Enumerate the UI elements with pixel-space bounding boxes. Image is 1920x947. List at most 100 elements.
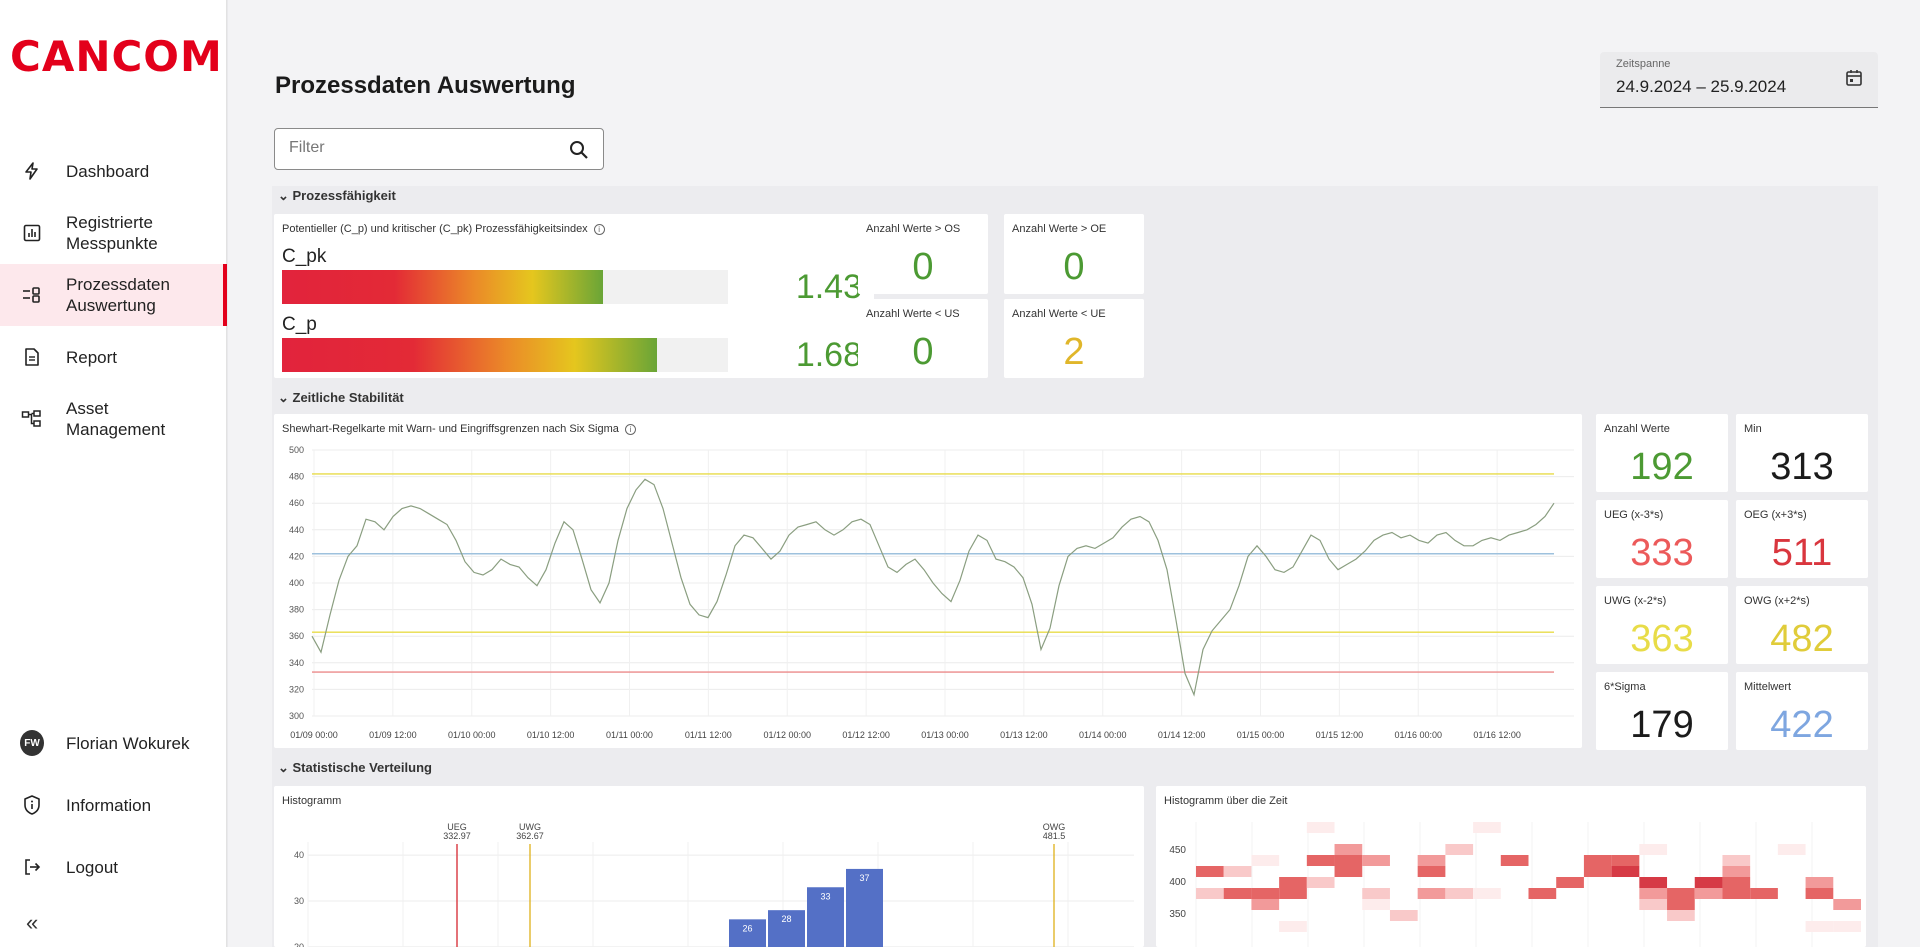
heatmap-cell: [1639, 877, 1668, 888]
stat-card-uwg-x-2-s: UWG (x-2*s) 363: [1596, 586, 1728, 664]
info-icon[interactable]: i: [593, 223, 605, 235]
heatmap-cell: [1251, 888, 1280, 899]
cp-value: 1.68: [795, 336, 862, 374]
card-title: Anzahl Werte < US: [866, 308, 960, 320]
stat-card-ueg-x-3-s: UEG (x-3*s) 333: [1596, 500, 1728, 578]
heatmap-cell: [1805, 877, 1834, 888]
cp-bar-fill: [282, 338, 657, 372]
heatmap-cell: [1777, 844, 1806, 855]
sidebar-item-label: Logout: [66, 857, 118, 877]
heatmap-title: Histogramm über die Zeit: [1164, 795, 1288, 807]
stat-value: 192: [1630, 446, 1694, 488]
section-title: Prozessfähigkeit: [292, 188, 396, 203]
heatmap-cell: [1583, 855, 1612, 866]
marker-value: 332.97: [443, 831, 471, 841]
x-tick-label: 01/14 00:00: [1079, 730, 1127, 740]
calendar-icon[interactable]: [1844, 68, 1864, 93]
y-tick-label: 300: [289, 711, 304, 721]
marker-value: 481.5: [1043, 831, 1066, 841]
sidebar-item-asset-management[interactable]: Asset Management: [0, 388, 227, 450]
heatmap-cell: [1639, 899, 1668, 910]
filter-field[interactable]: [274, 128, 604, 170]
y-tick-label: 400: [289, 578, 304, 588]
date-range-picker[interactable]: Zeitspanne 24.9.2024 – 25.9.2024: [1600, 52, 1878, 108]
heatmap-cell: [1722, 855, 1751, 866]
info-icon[interactable]: i: [624, 423, 636, 435]
count-below-ue-card: Anzahl Werte < UE 2: [1004, 299, 1144, 378]
sidebar-item-label: Dashboard: [66, 161, 150, 181]
stat-value: 482: [1770, 618, 1834, 660]
user-profile[interactable]: FW Florian Wokurek: [0, 712, 227, 774]
heatmap-cell: [1694, 877, 1723, 888]
heatmap-cell: [1722, 877, 1751, 888]
heatmap-cell: [1805, 921, 1834, 932]
card-title: Anzahl Werte < UE: [1012, 308, 1106, 320]
cancom-logo[interactable]: CANCOM: [10, 32, 223, 81]
date-range-value: 24.9.2024 – 25.9.2024: [1616, 77, 1787, 96]
cp-bar-track: [282, 338, 728, 372]
chevron-down-icon: ⌄: [278, 390, 293, 405]
stat-title: Mittelwert: [1744, 681, 1792, 693]
sidebar-item-registrierte-messpunkte[interactable]: Registrierte Messpunkte: [0, 202, 227, 264]
sidebar-item-label: Asset Management: [66, 399, 166, 439]
capability-index-title: Potentieller (C_p) und kritischer (C_pk)…: [282, 223, 588, 235]
section-header-capability[interactable]: ⌄ Prozessfähigkeit: [278, 188, 396, 204]
heatmap-cell: [1583, 866, 1612, 877]
count-above-os-card: Anzahl Werte > OS 0: [858, 214, 988, 294]
filter-input[interactable]: [289, 139, 549, 157]
stat-title: Min: [1744, 423, 1762, 435]
x-tick-label: 01/13 00:00: [921, 730, 969, 740]
x-tick-label: 01/11 12:00: [685, 730, 732, 740]
count-above-oe-value: 0: [1063, 246, 1085, 288]
stat-card-anzahl-werte: Anzahl Werte 192: [1596, 414, 1728, 492]
sidebar-item-information[interactable]: Information: [0, 774, 227, 836]
collapse-sidebar-button[interactable]: «: [26, 910, 39, 935]
heatmap-cell: [1334, 844, 1363, 855]
section-header-stability[interactable]: ⌄ Zeitliche Stabilität: [278, 390, 404, 406]
stat-title: UEG (x-3*s): [1604, 509, 1664, 521]
heatmap-cell: [1196, 866, 1224, 877]
histogram-bar: [846, 868, 883, 947]
heatmap-cell: [1306, 855, 1335, 866]
bolt-icon: [20, 159, 44, 183]
sidebar-item-logout[interactable]: Logout: [0, 836, 227, 898]
card-title: Shewhart-Regelkarte mit Warn- und Eingri…: [282, 423, 636, 435]
y-tick-label: 380: [289, 605, 304, 615]
section-header-distribution[interactable]: ⌄ Statistische Verteilung: [278, 760, 432, 776]
logout-icon: [20, 855, 44, 879]
bar-value-label: 33: [820, 891, 830, 901]
heatmap-cell: [1334, 855, 1363, 866]
cpk-bar-fill: [282, 270, 604, 304]
avatar-wrapper: FW: [20, 730, 44, 756]
marker-value: 362.67: [516, 831, 544, 841]
bar-value-label: 28: [781, 914, 791, 924]
y-tick-label: 420: [289, 551, 304, 561]
sidebar: CANCOM Dashboard Registrierte Messpunkte…: [0, 0, 227, 947]
x-tick-label: 01/12 00:00: [763, 730, 811, 740]
sidebar-item-prozessdaten-auswertung[interactable]: Prozessdaten Auswertung: [0, 264, 227, 326]
heatmap-cell: [1279, 921, 1307, 932]
bar-value-label: 26: [742, 923, 752, 933]
chevron-down-icon: ⌄: [278, 188, 293, 203]
sidebar-item-dashboard[interactable]: Dashboard: [0, 140, 227, 202]
heatmap-cell: [1223, 888, 1252, 899]
page-title: Prozessdaten Auswertung: [275, 72, 576, 99]
sidebar-item-report[interactable]: Report: [0, 326, 227, 388]
heatmap-cell: [1833, 899, 1861, 910]
heatmap-cell: [1528, 888, 1557, 899]
heatmap-cell: [1362, 855, 1390, 866]
heatmap-cell: [1639, 844, 1668, 855]
y-tick-label: 20: [294, 942, 304, 947]
heatmap-cell: [1639, 888, 1668, 899]
stat-value: 511: [1771, 532, 1833, 574]
shewhart-chart: 300 320 340 360 380 400 420 440 460 480 500 01/09 0…: [289, 445, 1574, 740]
y-tick-label: 500: [289, 445, 304, 455]
heatmap-cell: [1750, 888, 1778, 899]
search-icon[interactable]: [567, 138, 591, 162]
heatmap-cell: [1445, 888, 1474, 899]
section-title: Statistische Verteilung: [292, 760, 432, 775]
stat-card-mittelwert: Mittelwert 422: [1736, 672, 1868, 750]
avatar: FW: [20, 730, 44, 756]
cpk-value: 1.43: [795, 268, 862, 306]
